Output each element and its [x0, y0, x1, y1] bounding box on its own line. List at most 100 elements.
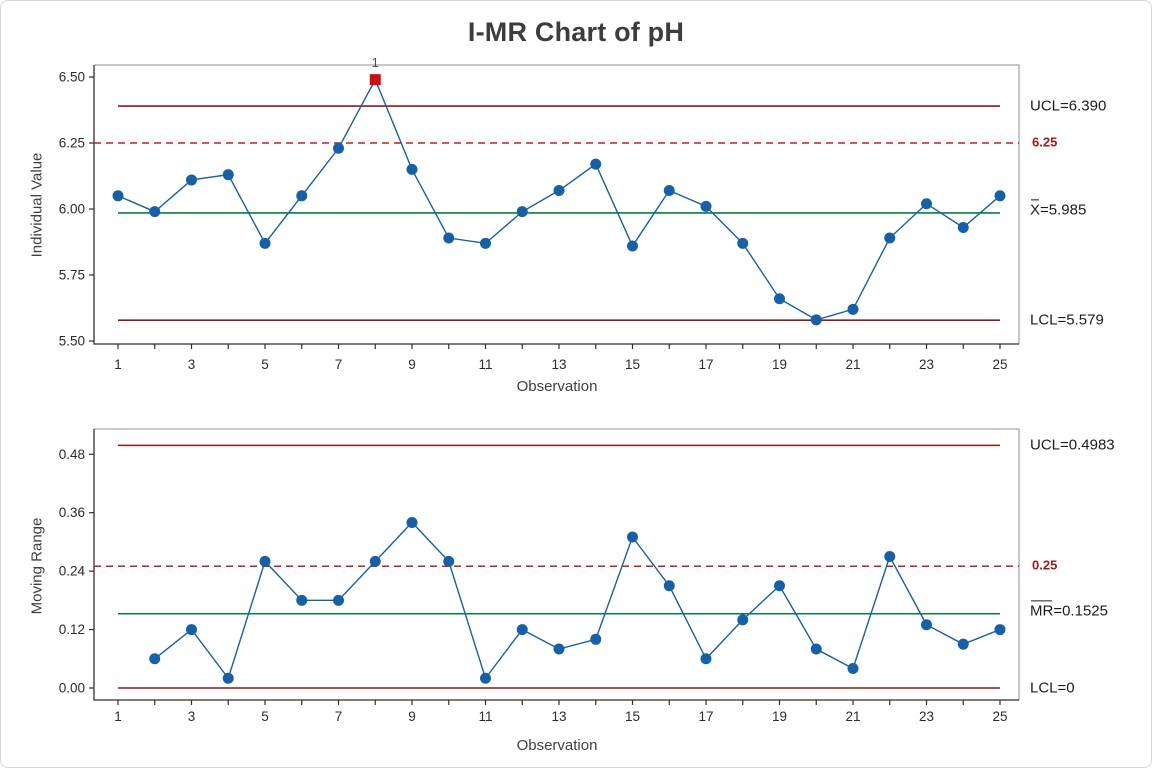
- data-point-marker: [737, 614, 749, 626]
- data-point-marker: [480, 672, 491, 684]
- moving-range-x-axis-title: Observation: [516, 737, 598, 754]
- data-point-marker: [847, 303, 859, 315]
- moving-range-reference-label: 0.25: [1032, 557, 1058, 573]
- data-point-marker: [333, 142, 344, 154]
- axis-frame: [93, 65, 1019, 345]
- x-tick-label: 13: [551, 357, 566, 372]
- series-line: [117, 77, 1001, 321]
- data-point-marker: [884, 232, 896, 244]
- data-point-marker: [774, 580, 785, 592]
- data-point-marker: [222, 672, 234, 684]
- data-point-marker: [663, 185, 675, 197]
- y-tick-label: 0.48: [59, 447, 85, 462]
- y-tick-label: 0.00: [59, 681, 85, 696]
- data-point-marker: [186, 174, 197, 186]
- data-point-marker: [222, 169, 234, 181]
- individuals-chart: 6.506.256.005.755.501 3 5 7 9 11 13 15 17 19 21 23 2…: [59, 55, 1020, 372]
- data-point-marker: [553, 643, 565, 655]
- data-point-marker: [627, 240, 638, 252]
- data-point-marker: [921, 198, 932, 210]
- data-point-marker: [847, 663, 859, 675]
- x-tick-label: 23: [919, 709, 934, 724]
- x-tick-label: 17: [698, 709, 713, 724]
- x-tick-label: 3: [188, 357, 196, 372]
- moving-range-chart: 0.480.360.240.120.001 3 5 7 9 11 13 15 17 19 21 23 2…: [59, 428, 1020, 724]
- y-tick-label: 6.25: [59, 136, 85, 151]
- data-point-marker: [590, 158, 602, 170]
- data-point-marker: [443, 555, 455, 567]
- data-point-marker: [112, 190, 124, 202]
- data-point-marker: [810, 643, 822, 655]
- y-tick-label: 6.50: [59, 70, 85, 85]
- y-tick-label: 5.50: [59, 334, 85, 349]
- mean-overbar: X: [1030, 199, 1041, 219]
- x-tick-label: 19: [772, 357, 787, 372]
- x-tick-label: 11: [478, 709, 492, 724]
- individuals-ucl-label: UCL=6.390: [1030, 97, 1107, 115]
- x-tick-label: 25: [992, 709, 1007, 724]
- data-point-marker: [994, 624, 1006, 636]
- x-tick-label: 25: [992, 357, 1007, 372]
- out-of-control-marker: [369, 74, 381, 86]
- data-point-marker: [516, 624, 528, 636]
- data-point-marker: [406, 163, 418, 175]
- data-point-marker: [406, 516, 418, 528]
- moving-range-ucl-label: UCL=0.4983: [1030, 436, 1115, 454]
- plot-border: [94, 428, 1020, 700]
- y-tick-label: 5.75: [59, 268, 85, 283]
- data-point-marker: [663, 580, 675, 592]
- data-point-marker: [259, 237, 271, 249]
- x-tick-label: 13: [551, 709, 566, 724]
- data-point-marker: [627, 531, 638, 543]
- x-tick-label: 11: [478, 357, 492, 372]
- x-tick-label: 7: [335, 357, 343, 372]
- data-point-marker: [296, 190, 308, 202]
- individuals-reference-label: 6.25: [1032, 134, 1058, 150]
- y-tick-label: 0.12: [59, 622, 85, 637]
- individuals-x-axis-title: Observation: [516, 378, 598, 395]
- axis-frame: [93, 429, 1019, 701]
- data-point-marker: [333, 594, 344, 606]
- x-tick-label: 23: [919, 357, 934, 372]
- data-point-marker: [957, 638, 969, 650]
- x-tick-label: 17: [698, 357, 713, 372]
- x-tick-label: 7: [335, 709, 343, 724]
- data-point-marker: [590, 633, 602, 645]
- data-point-marker: [516, 206, 528, 218]
- y-tick-label: 6.00: [59, 202, 85, 217]
- x-tick-label: 1: [114, 357, 122, 372]
- out-of-control-flag: 1: [372, 55, 379, 70]
- x-tick-label: 5: [261, 357, 269, 372]
- plot-border: [94, 64, 1020, 344]
- data-point-marker: [737, 237, 749, 249]
- y-tick-label: 0.24: [59, 564, 86, 579]
- moving-range-center-label: MR=0.1525: [1030, 600, 1108, 620]
- y-tick-label: 0.36: [59, 505, 85, 520]
- x-tick-label: 21: [845, 357, 860, 372]
- x-tick-label: 1: [114, 709, 122, 724]
- individuals-center-label: X=5.985: [1030, 199, 1087, 219]
- data-point-marker: [149, 653, 161, 665]
- data-point-marker: [186, 624, 197, 636]
- data-point-marker: [810, 314, 822, 326]
- data-point-marker: [553, 185, 565, 197]
- data-point-marker: [149, 206, 161, 218]
- data-point-marker: [994, 190, 1006, 202]
- chart-title: I-MR Chart of pH: [467, 17, 685, 47]
- data-point-marker: [296, 594, 308, 606]
- individuals-lcl-label: LCL=5.579: [1030, 311, 1104, 329]
- x-tick-label: 15: [625, 357, 640, 372]
- data-point-marker: [700, 200, 712, 212]
- data-point-marker: [884, 551, 896, 563]
- moving-range-lcl-label: LCL=0: [1030, 679, 1075, 697]
- x-tick-label: 19: [772, 709, 787, 724]
- data-point-marker: [774, 293, 785, 305]
- data-point-marker: [480, 237, 491, 249]
- x-tick-label: 9: [408, 357, 416, 372]
- mean-overbar: MR: [1030, 600, 1054, 620]
- moving-range-y-axis-title: Moving Range: [28, 517, 46, 615]
- x-tick-label: 21: [845, 709, 860, 724]
- data-point-marker: [369, 555, 381, 567]
